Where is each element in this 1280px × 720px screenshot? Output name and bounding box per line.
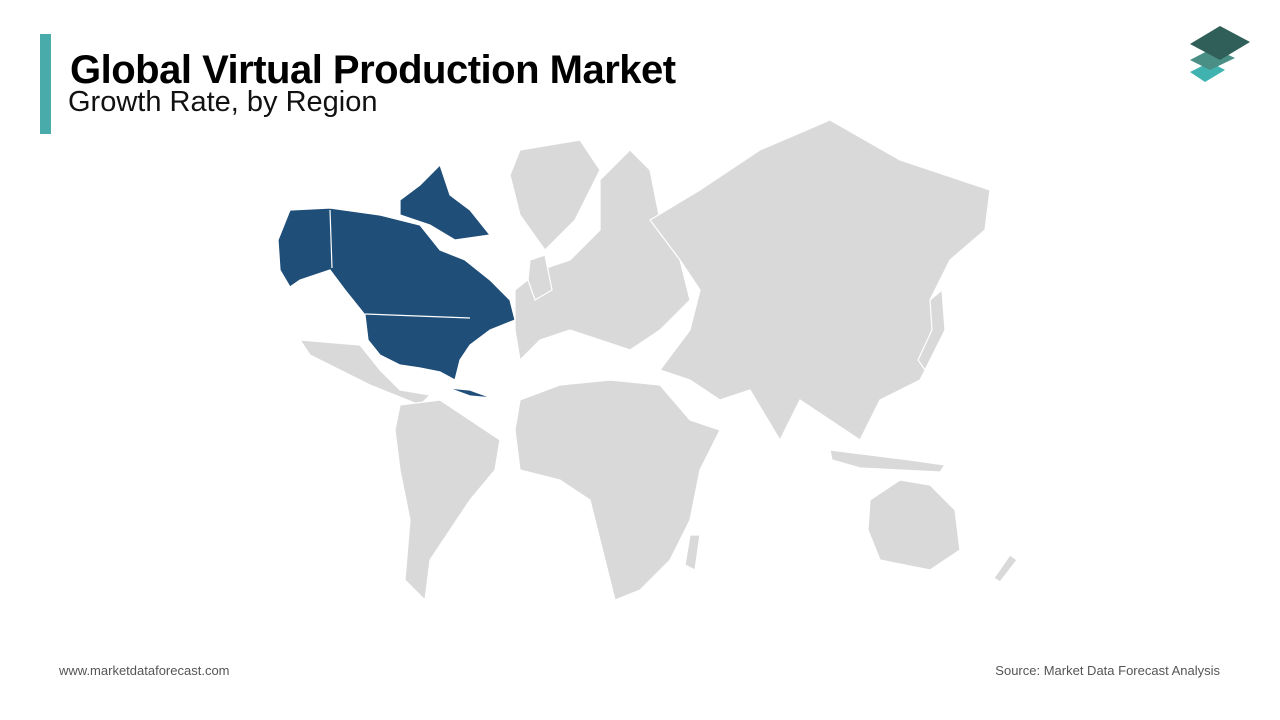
region-asia xyxy=(649,119,991,442)
source-note: Source: Market Data Forecast Analysis xyxy=(995,663,1220,678)
us-canada-border xyxy=(364,313,471,319)
region-caribbean xyxy=(447,387,493,399)
region-arctic-islands xyxy=(399,163,492,241)
region-uk xyxy=(527,254,553,301)
region-africa xyxy=(514,379,721,601)
region-greenland xyxy=(509,139,601,251)
alaska-border xyxy=(329,209,333,269)
region-indonesia xyxy=(829,449,947,473)
region-madagascar xyxy=(684,534,701,571)
region-europe xyxy=(514,149,691,362)
region-north-america xyxy=(277,207,516,381)
region-south-america xyxy=(394,399,501,602)
region-new-zealand xyxy=(993,554,1018,583)
title-accent-bar xyxy=(40,34,51,134)
region-japan xyxy=(917,288,946,372)
region-australia xyxy=(867,479,961,571)
brand-logo-icon xyxy=(1190,26,1250,82)
page-subtitle: Growth Rate, by Region xyxy=(68,86,378,118)
website-link[interactable]: www.marketdataforecast.com xyxy=(59,663,230,678)
page-title: Global Virtual Production Market xyxy=(70,48,676,92)
